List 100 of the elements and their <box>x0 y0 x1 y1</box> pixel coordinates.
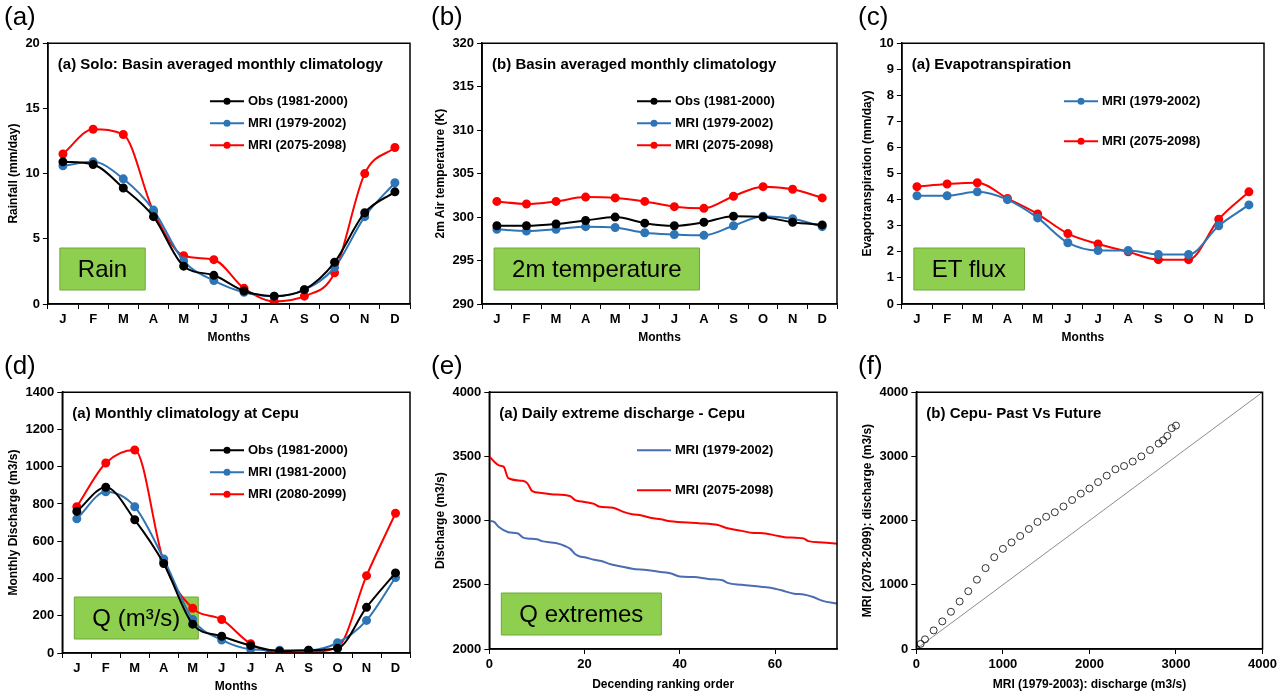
x-tick-label: A <box>274 660 285 676</box>
y-tick-label: 0 <box>901 640 909 656</box>
legend-label: MRI (1979-2002) <box>248 114 347 130</box>
legend-label: MRI (2075-2098) <box>1102 132 1201 148</box>
y-tick-label: 200 <box>32 607 55 623</box>
x-tick-label: M <box>609 311 621 327</box>
x-tick-label: O <box>1183 311 1194 327</box>
legend-label: MRI (1979-2002) <box>675 441 774 457</box>
x-tick-label: A <box>699 311 710 327</box>
text: (a) Evapotranspiration <box>911 55 1072 73</box>
y-tick-label: 300 <box>452 208 475 224</box>
y-tick-label: 2 <box>886 243 894 259</box>
x-tick-label: J <box>73 660 81 676</box>
x-axis-title: MRI (1979-2003): discharge (m3/s) <box>992 677 1187 692</box>
text: (a) Monthly climatology at Cepu <box>72 404 300 422</box>
x-tick-label: A <box>269 311 280 327</box>
x-tick-label: 1000 <box>988 656 1018 672</box>
x-axis-title: Months <box>1061 330 1105 345</box>
x-tick-label: A <box>1123 311 1134 327</box>
annotation: 2m temperature <box>512 254 682 282</box>
annotation: Q (m³/s) <box>92 603 181 631</box>
x-tick-label: J <box>670 311 678 327</box>
y-axis-title: 2m Air temperature (K) <box>432 108 447 239</box>
y-tick-label: 2000 <box>879 512 909 528</box>
x-tick-label: D <box>390 311 400 327</box>
y-tick-label: 7 <box>886 113 894 129</box>
y-axis-title: MRI (2078-2099): discharge (m3/s) <box>859 423 874 618</box>
y-tick-label: 0 <box>886 295 894 311</box>
x-tick-label: J <box>240 311 248 327</box>
x-tick-label: N <box>360 311 370 327</box>
x-tick-label: S <box>729 311 739 327</box>
x-tick-label: M <box>550 311 562 327</box>
chart-title: (a) <box>4 0 36 31</box>
x-tick-label: F <box>101 660 110 676</box>
y-tick-label: 2000 <box>452 640 482 656</box>
x-tick-label: F <box>943 311 952 327</box>
x-axis-title: Months <box>207 330 251 345</box>
y-tick-label: 800 <box>32 495 55 511</box>
x-tick-label: 40 <box>672 656 688 672</box>
x-tick-label: M <box>1032 311 1044 327</box>
y-axis-title: Discharge (m3/s) <box>432 472 447 569</box>
legend-label: MRI (2080-2099) <box>248 485 347 501</box>
legend-label: Obs (1981-2000) <box>248 441 348 457</box>
x-tick-label: D <box>817 311 827 327</box>
x-tick-label: N <box>361 660 372 676</box>
x-tick-label: J <box>247 660 255 676</box>
x-tick-label: J <box>913 311 921 327</box>
y-tick-label: 290 <box>452 295 475 311</box>
y-tick-label: 10 <box>879 34 894 50</box>
x-tick-label: D <box>390 660 401 676</box>
y-tick-label: 20 <box>25 34 40 50</box>
chart-title: (f) <box>858 349 883 380</box>
x-axis-title: Months <box>214 679 258 694</box>
x-tick-label: M <box>187 660 199 676</box>
x-tick-label: N <box>787 311 798 327</box>
y-tick-label: 4 <box>886 191 895 207</box>
x-tick-label: 3000 <box>1161 656 1191 672</box>
y-tick-label: 0 <box>32 295 40 311</box>
y-tick-label: 320 <box>452 34 475 50</box>
y-tick-label: 3000 <box>879 447 909 463</box>
y-tick-label: 3500 <box>452 447 482 463</box>
x-tick-label: 20 <box>577 656 592 672</box>
legend-label: Obs (1981-2000) <box>675 92 775 108</box>
legend-label: Obs (1981-2000) <box>248 92 348 108</box>
x-tick-label: F <box>522 311 531 327</box>
x-tick-label: J <box>1094 311 1102 327</box>
y-tick-label: 1200 <box>25 421 55 437</box>
y-tick-label: 5 <box>886 165 894 181</box>
x-tick-label: J <box>59 311 67 327</box>
annotation: Q extremes <box>519 599 644 627</box>
text: (a) Daily extreme discharge - Cepu <box>499 404 746 422</box>
y-axis-title: Evapotranspiration (mm/day) <box>859 90 874 257</box>
x-tick-label: A <box>1002 311 1013 327</box>
x-tick-label: A <box>148 311 159 327</box>
x-tick-label: J <box>210 311 218 327</box>
legend-label: MRI (2075-2098) <box>675 136 774 152</box>
x-tick-label: 0 <box>485 656 493 672</box>
chart-title: (d) <box>4 349 36 380</box>
x-tick-label: 0 <box>912 656 920 672</box>
y-axis-title: Rainfall (mm/day) <box>5 123 20 224</box>
x-tick-label: M <box>971 311 983 327</box>
annotation: Rain <box>77 254 128 282</box>
y-tick-label: 1000 <box>25 458 55 474</box>
legend-label: MRI (1979-2002) <box>1102 92 1201 108</box>
x-tick-label: M <box>129 660 141 676</box>
y-tick-label: 315 <box>452 78 475 94</box>
x-tick-label: J <box>1064 311 1072 327</box>
x-axis-title: Months <box>638 330 682 345</box>
y-tick-label: 10 <box>25 165 40 181</box>
y-tick-label: 295 <box>452 252 475 268</box>
x-tick-label: O <box>329 311 340 327</box>
x-tick-label: J <box>493 311 501 327</box>
x-tick-label: M <box>117 311 129 327</box>
x-tick-label: S <box>1154 311 1164 327</box>
y-tick-label: 310 <box>452 121 475 137</box>
x-tick-label: D <box>1244 311 1254 327</box>
y-tick-label: 4000 <box>879 383 909 399</box>
y-tick-label: 8 <box>886 86 894 102</box>
x-tick-label: J <box>641 311 649 327</box>
x-tick-label: F <box>89 311 98 327</box>
